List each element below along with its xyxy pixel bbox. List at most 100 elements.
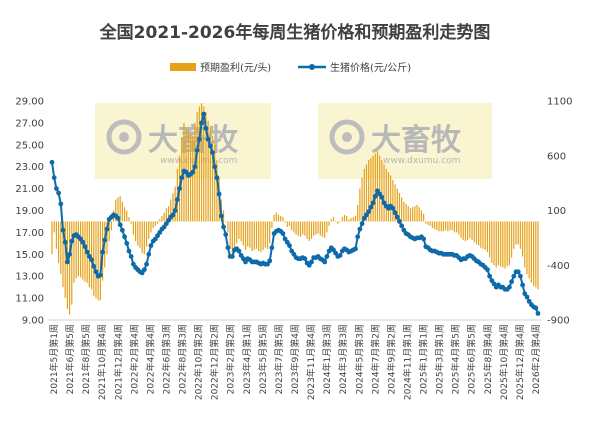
price-point — [533, 305, 539, 311]
profit-bar — [522, 221, 524, 257]
price-point — [267, 258, 273, 264]
y-right-tick-label: 600 — [547, 151, 566, 162]
profit-bar — [337, 221, 339, 224]
profit-bar — [343, 214, 346, 222]
profit-bar — [247, 221, 249, 247]
price-point — [269, 245, 275, 251]
profit-bar — [526, 221, 528, 275]
price-point — [117, 222, 123, 228]
profit-bar — [519, 221, 522, 249]
price-point — [520, 282, 526, 288]
y-left-tick-label: 27.00 — [15, 118, 44, 129]
profit-bar — [370, 157, 372, 222]
watermark-left: 大畜牧 www.dxumu.com — [95, 103, 271, 179]
profit-bar — [440, 221, 442, 232]
profit-bar — [51, 221, 53, 255]
watermark-right-logo-icon — [329, 119, 365, 155]
price-point — [84, 249, 90, 255]
y-right-tick-label: -900 — [547, 316, 570, 327]
legend-line-marker — [309, 64, 315, 70]
price-point — [179, 175, 185, 181]
profit-bar — [392, 179, 394, 222]
profit-bar — [200, 103, 203, 222]
x-tick-label: 2021年5月第1周 — [48, 324, 60, 394]
profit-bar — [412, 207, 414, 222]
profit-bar — [354, 215, 357, 222]
profit-bar — [134, 221, 137, 242]
profit-bar — [71, 221, 73, 305]
y-left-tick-label: 25.00 — [15, 140, 44, 151]
price-point — [509, 279, 515, 285]
price-point — [357, 226, 363, 232]
price-point — [370, 200, 376, 206]
x-tick-label: 2023年9月第4周 — [289, 324, 301, 394]
watermark-left-logo-icon — [106, 119, 142, 155]
profit-bar — [453, 221, 456, 233]
profit-bar — [504, 221, 506, 269]
profit-bar — [260, 221, 262, 253]
x-tick-label: 2022年6月第3周 — [161, 324, 173, 394]
profit-bar — [449, 221, 451, 231]
price-point — [122, 234, 127, 240]
profit-bar — [68, 221, 71, 315]
profit-bar — [137, 221, 139, 246]
profit-bar — [269, 221, 271, 244]
profit-bar — [310, 221, 313, 239]
profit-bar — [60, 221, 62, 275]
profit-bar — [225, 221, 227, 223]
profit-bar — [273, 214, 275, 222]
price-point — [115, 215, 121, 221]
price-point — [394, 214, 400, 220]
profit-bar — [214, 144, 216, 222]
profit-bar — [240, 221, 242, 242]
profit-bar — [108, 221, 110, 242]
profit-bar — [99, 221, 101, 301]
x-tick-label: 2025年10月第4周 — [498, 324, 510, 400]
profit-bar — [121, 201, 123, 222]
profit-bar — [308, 221, 310, 242]
profit-bar — [203, 106, 205, 222]
x-tick-label: 2023年7月第5周 — [273, 324, 285, 394]
price-point — [126, 248, 132, 254]
profit-bar — [277, 214, 280, 222]
profit-bar — [515, 221, 517, 245]
profit-bar — [64, 221, 66, 299]
profit-bar — [280, 215, 282, 222]
x-tick-label: 2024年7月第2周 — [369, 324, 381, 394]
profit-bar — [348, 219, 350, 222]
profit-bar — [352, 217, 354, 222]
price-point — [392, 210, 398, 216]
price-point — [397, 219, 402, 224]
profit-bar — [231, 221, 233, 255]
profit-bar — [189, 133, 192, 222]
profit-bar — [475, 221, 478, 245]
price-point — [124, 240, 130, 246]
price-point — [170, 212, 176, 218]
profit-bar — [306, 221, 308, 239]
price-point — [485, 267, 490, 273]
profit-bar — [445, 221, 447, 231]
watermark-right-url: www.dxumu.com — [383, 156, 460, 166]
y-left-tick-label: 19.00 — [15, 206, 44, 217]
profit-bar — [506, 221, 508, 267]
price-point — [82, 244, 88, 250]
profit-bar — [297, 221, 299, 236]
profit-bar — [363, 168, 365, 222]
profit-bar — [482, 221, 484, 249]
price-point — [60, 227, 66, 233]
profit-bar — [511, 221, 513, 258]
profit-bar — [205, 111, 207, 222]
price-point — [218, 213, 224, 219]
price-point — [324, 254, 330, 259]
price-point — [89, 257, 94, 263]
profit-bar — [249, 221, 251, 248]
profit-bar — [326, 221, 328, 233]
profit-bar — [198, 106, 200, 222]
price-point — [67, 251, 72, 257]
x-tick-label: 2021年10月第4周 — [96, 324, 108, 400]
price-point — [148, 243, 154, 248]
profit-bar — [478, 221, 480, 246]
price-point — [201, 111, 207, 117]
chart-title: 全国2021-2026年每周生猪价格和预期盈利走势图 — [99, 22, 491, 43]
price-point — [309, 259, 314, 265]
